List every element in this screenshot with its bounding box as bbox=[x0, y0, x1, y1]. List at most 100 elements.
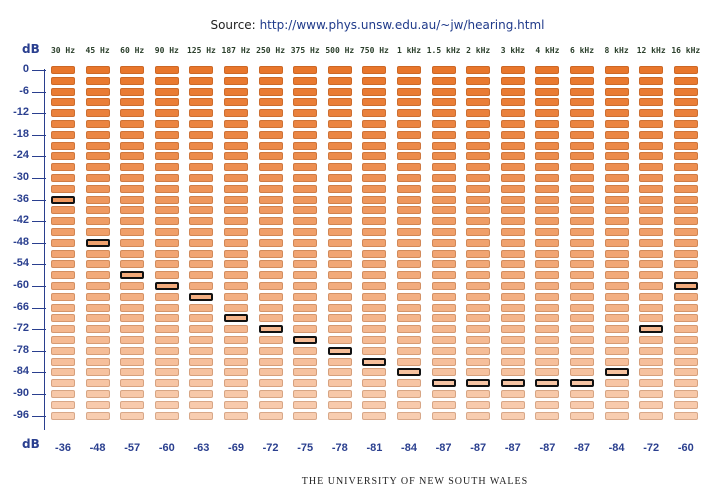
level-cell[interactable] bbox=[258, 357, 283, 366]
level-cell[interactable] bbox=[189, 282, 214, 290]
level-cell[interactable] bbox=[224, 141, 248, 150]
level-cell[interactable] bbox=[362, 336, 387, 344]
level-cell[interactable] bbox=[570, 163, 594, 172]
level-cell[interactable] bbox=[362, 411, 387, 420]
level-cell[interactable] bbox=[258, 195, 283, 204]
level-cell[interactable] bbox=[500, 174, 525, 182]
level-cell[interactable] bbox=[673, 271, 698, 280]
level-cell[interactable] bbox=[397, 292, 421, 301]
level-cell[interactable] bbox=[397, 174, 421, 182]
level-cell[interactable] bbox=[362, 141, 387, 150]
level-cell[interactable] bbox=[362, 98, 387, 107]
level-cell[interactable] bbox=[535, 249, 560, 258]
level-cell[interactable] bbox=[604, 238, 629, 247]
level-cell[interactable] bbox=[466, 120, 491, 128]
level-cell[interactable] bbox=[154, 357, 179, 366]
level-cell[interactable] bbox=[120, 195, 145, 204]
level-cell[interactable] bbox=[327, 195, 352, 204]
level-cell[interactable] bbox=[293, 141, 318, 150]
level-cell[interactable] bbox=[327, 357, 352, 366]
level-cell[interactable] bbox=[604, 228, 629, 236]
level-cell[interactable] bbox=[224, 120, 248, 128]
level-cell[interactable] bbox=[570, 390, 594, 398]
level-cell[interactable] bbox=[535, 411, 560, 420]
threshold-marker[interactable] bbox=[120, 271, 145, 280]
level-cell[interactable] bbox=[431, 292, 456, 301]
level-cell[interactable] bbox=[500, 368, 525, 377]
level-cell[interactable] bbox=[500, 217, 525, 226]
level-cell[interactable] bbox=[397, 195, 421, 204]
level-cell[interactable] bbox=[85, 411, 110, 420]
level-cell[interactable] bbox=[466, 325, 491, 334]
level-cell[interactable] bbox=[535, 400, 560, 409]
level-cell[interactable] bbox=[224, 357, 248, 366]
level-cell[interactable] bbox=[293, 174, 318, 182]
level-cell[interactable] bbox=[639, 130, 664, 139]
level-cell[interactable] bbox=[500, 152, 525, 161]
level-cell[interactable] bbox=[500, 184, 525, 193]
level-cell[interactable] bbox=[362, 206, 387, 215]
level-cell[interactable] bbox=[535, 325, 560, 334]
level-cell[interactable] bbox=[673, 336, 698, 344]
level-cell[interactable] bbox=[500, 260, 525, 269]
level-cell[interactable] bbox=[466, 66, 491, 74]
level-cell[interactable] bbox=[293, 238, 318, 247]
level-cell[interactable] bbox=[154, 174, 179, 182]
level-cell[interactable] bbox=[293, 260, 318, 269]
level-cell[interactable] bbox=[604, 379, 629, 388]
level-cell[interactable] bbox=[154, 314, 179, 323]
level-cell[interactable] bbox=[673, 379, 698, 388]
level-cell[interactable] bbox=[51, 98, 75, 107]
level-cell[interactable] bbox=[639, 303, 664, 312]
level-cell[interactable] bbox=[362, 76, 387, 85]
level-cell[interactable] bbox=[51, 368, 75, 377]
level-cell[interactable] bbox=[500, 411, 525, 420]
level-cell[interactable] bbox=[85, 174, 110, 182]
level-cell[interactable] bbox=[189, 411, 214, 420]
level-cell[interactable] bbox=[466, 174, 491, 182]
level-cell[interactable] bbox=[535, 282, 560, 290]
level-cell[interactable] bbox=[154, 184, 179, 193]
level-cell[interactable] bbox=[362, 174, 387, 182]
level-cell[interactable] bbox=[120, 325, 145, 334]
level-cell[interactable] bbox=[673, 76, 698, 85]
level-cell[interactable] bbox=[570, 195, 594, 204]
level-cell[interactable] bbox=[500, 120, 525, 128]
level-cell[interactable] bbox=[397, 314, 421, 323]
level-cell[interactable] bbox=[466, 109, 491, 118]
level-cell[interactable] bbox=[431, 206, 456, 215]
level-cell[interactable] bbox=[224, 228, 248, 236]
threshold-marker[interactable] bbox=[570, 379, 594, 388]
level-cell[interactable] bbox=[224, 400, 248, 409]
level-cell[interactable] bbox=[51, 238, 75, 247]
level-cell[interactable] bbox=[51, 282, 75, 290]
threshold-marker[interactable] bbox=[604, 368, 629, 377]
level-cell[interactable] bbox=[85, 130, 110, 139]
level-cell[interactable] bbox=[431, 357, 456, 366]
level-cell[interactable] bbox=[120, 109, 145, 118]
level-cell[interactable] bbox=[189, 206, 214, 215]
level-cell[interactable] bbox=[224, 336, 248, 344]
level-cell[interactable] bbox=[51, 163, 75, 172]
level-cell[interactable] bbox=[535, 357, 560, 366]
level-cell[interactable] bbox=[431, 249, 456, 258]
level-cell[interactable] bbox=[327, 249, 352, 258]
level-cell[interactable] bbox=[293, 217, 318, 226]
level-cell[interactable] bbox=[639, 336, 664, 344]
level-cell[interactable] bbox=[327, 141, 352, 150]
level-cell[interactable] bbox=[397, 87, 421, 96]
level-cell[interactable] bbox=[639, 411, 664, 420]
level-cell[interactable] bbox=[431, 411, 456, 420]
level-cell[interactable] bbox=[466, 336, 491, 344]
level-cell[interactable] bbox=[327, 400, 352, 409]
level-cell[interactable] bbox=[85, 76, 110, 85]
level-cell[interactable] bbox=[258, 400, 283, 409]
level-cell[interactable] bbox=[51, 174, 75, 182]
level-cell[interactable] bbox=[466, 217, 491, 226]
level-cell[interactable] bbox=[293, 357, 318, 366]
level-cell[interactable] bbox=[189, 228, 214, 236]
level-cell[interactable] bbox=[51, 228, 75, 236]
level-cell[interactable] bbox=[293, 98, 318, 107]
level-cell[interactable] bbox=[570, 260, 594, 269]
level-cell[interactable] bbox=[431, 303, 456, 312]
